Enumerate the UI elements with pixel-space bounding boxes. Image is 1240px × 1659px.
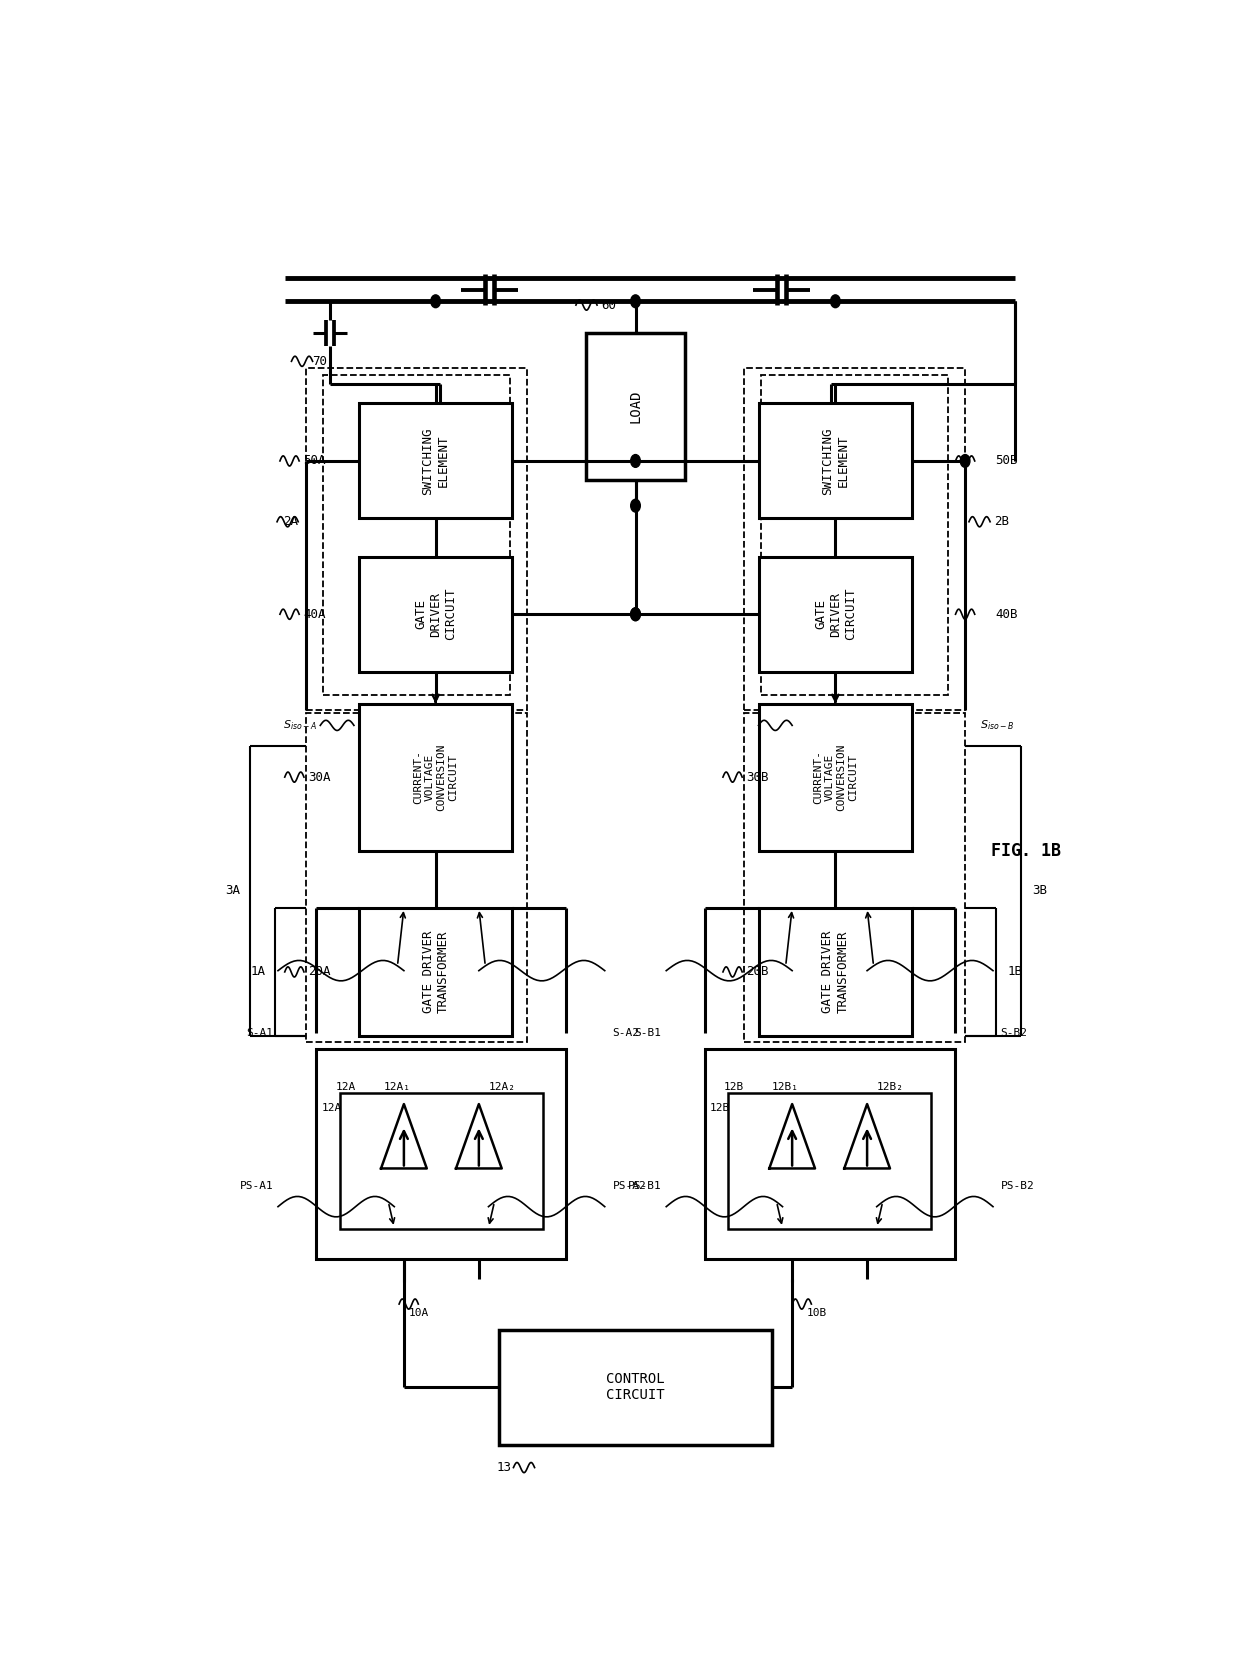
Text: 12B: 12B [709, 1103, 730, 1113]
Text: PS-A1: PS-A1 [239, 1181, 273, 1191]
Circle shape [430, 295, 440, 307]
Text: 1A: 1A [250, 966, 265, 979]
Circle shape [831, 295, 841, 307]
FancyBboxPatch shape [759, 907, 913, 1035]
Text: PS-A2: PS-A2 [613, 1181, 646, 1191]
FancyBboxPatch shape [704, 1048, 955, 1259]
FancyBboxPatch shape [358, 703, 512, 851]
Text: 12A: 12A [336, 1082, 356, 1092]
Circle shape [631, 607, 640, 620]
Text: 20B: 20B [746, 966, 769, 979]
Text: 3B: 3B [1033, 884, 1048, 898]
Text: 40B: 40B [994, 607, 1017, 620]
Text: 1B: 1B [1007, 966, 1023, 979]
Text: S-B2: S-B2 [1001, 1029, 1028, 1039]
Text: GATE
DRIVER
CIRCUIT: GATE DRIVER CIRCUIT [813, 587, 857, 640]
Circle shape [631, 295, 640, 307]
FancyBboxPatch shape [498, 1329, 773, 1445]
Text: 40A: 40A [303, 607, 325, 620]
Circle shape [631, 607, 640, 620]
Text: 50A: 50A [303, 455, 325, 468]
Circle shape [960, 455, 970, 468]
Text: CURRENT-
VOLTAGE
CONVERSION
CIRCUIT: CURRENT- VOLTAGE CONVERSION CIRCUIT [413, 743, 458, 811]
Text: 50B: 50B [994, 455, 1017, 468]
Text: 20A: 20A [308, 966, 330, 979]
Text: GATE
DRIVER
CIRCUIT: GATE DRIVER CIRCUIT [414, 587, 458, 640]
Text: 12A₂: 12A₂ [489, 1082, 516, 1092]
Text: $S_{iso-B}$: $S_{iso-B}$ [981, 718, 1016, 732]
Text: 12A₁: 12A₁ [383, 1082, 410, 1092]
Text: S-B1: S-B1 [635, 1029, 661, 1039]
Circle shape [631, 455, 640, 468]
Text: 60: 60 [601, 299, 616, 312]
Text: 2B: 2B [994, 516, 1009, 528]
FancyBboxPatch shape [340, 1093, 543, 1229]
Text: SWITCHING
ELEMENT: SWITCHING ELEMENT [821, 428, 849, 494]
Circle shape [631, 499, 640, 513]
Text: 13: 13 [496, 1462, 512, 1475]
FancyBboxPatch shape [759, 557, 913, 672]
Text: CURRENT-
VOLTAGE
CONVERSION
CIRCUIT: CURRENT- VOLTAGE CONVERSION CIRCUIT [813, 743, 858, 811]
Text: SWITCHING
ELEMENT: SWITCHING ELEMENT [422, 428, 450, 494]
Text: 70: 70 [312, 355, 327, 368]
FancyBboxPatch shape [759, 703, 913, 851]
Text: 3A: 3A [226, 884, 241, 898]
Text: 10B: 10B [806, 1307, 827, 1317]
Text: CONTROL
CIRCUIT: CONTROL CIRCUIT [606, 1372, 665, 1402]
Text: GATE DRIVER
TRANSFORMER: GATE DRIVER TRANSFORMER [821, 931, 849, 1014]
Text: PS-B1: PS-B1 [627, 1181, 661, 1191]
Text: 12A: 12A [321, 1103, 341, 1113]
Text: 30A: 30A [308, 771, 330, 783]
Text: LOAD: LOAD [629, 390, 642, 423]
Text: S-A1: S-A1 [247, 1029, 273, 1039]
Text: 12B₂: 12B₂ [877, 1082, 904, 1092]
FancyBboxPatch shape [358, 907, 512, 1035]
Text: 2A: 2A [283, 516, 298, 528]
Text: S-A2: S-A2 [613, 1029, 640, 1039]
FancyBboxPatch shape [585, 333, 686, 479]
FancyBboxPatch shape [358, 557, 512, 672]
Text: 30B: 30B [746, 771, 769, 783]
FancyBboxPatch shape [316, 1048, 567, 1259]
Text: FIG. 1B: FIG. 1B [991, 841, 1061, 859]
Text: $S_{iso-A}$: $S_{iso-A}$ [283, 718, 317, 732]
Text: 12B: 12B [724, 1082, 744, 1092]
Text: GATE DRIVER
TRANSFORMER: GATE DRIVER TRANSFORMER [422, 931, 450, 1014]
FancyBboxPatch shape [728, 1093, 931, 1229]
FancyBboxPatch shape [759, 403, 913, 518]
Text: PS-B2: PS-B2 [1001, 1181, 1034, 1191]
Text: 10A: 10A [409, 1307, 429, 1317]
FancyBboxPatch shape [358, 403, 512, 518]
Text: 12B₁: 12B₁ [773, 1082, 799, 1092]
